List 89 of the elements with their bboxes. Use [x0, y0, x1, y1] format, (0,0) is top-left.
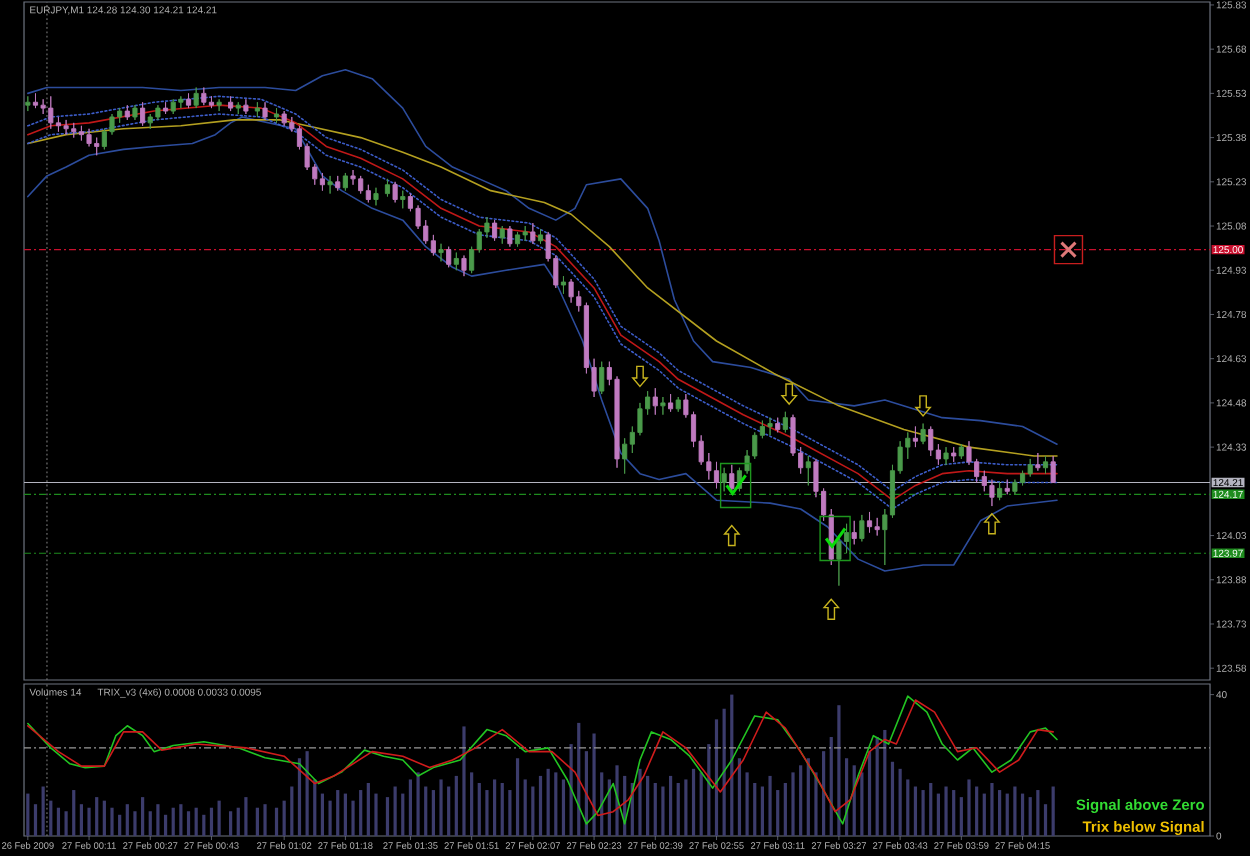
- candlestick: [805, 455, 811, 486]
- candlestick: [86, 128, 92, 147]
- candlestick: [537, 228, 544, 245]
- candlestick: [1050, 455, 1056, 483]
- candlestick: [373, 187, 379, 206]
- candlestick: [243, 98, 249, 115]
- candlestick: [178, 95, 184, 109]
- candlestick: [32, 92, 39, 109]
- candlestick: [775, 417, 781, 433]
- candlestick: [729, 464, 735, 495]
- candlestick: [461, 255, 467, 277]
- candlestick: [522, 225, 528, 242]
- candlestick: [132, 104, 138, 121]
- candlestick: [989, 479, 995, 507]
- candlestick: [438, 243, 444, 262]
- candlestick: [660, 396, 666, 416]
- candlestick: [1042, 455, 1049, 475]
- candlestick: [216, 98, 222, 112]
- candlestick: [1004, 479, 1010, 495]
- candlestick: [514, 231, 521, 248]
- candlestick: [147, 113, 153, 130]
- candlestick: [1035, 452, 1041, 472]
- candlestick: [1012, 479, 1018, 495]
- candlestick: [201, 87, 207, 106]
- candlestick: [392, 181, 398, 203]
- candlestick: [920, 423, 926, 445]
- candlestick: [492, 219, 498, 242]
- candlestick: [163, 101, 169, 115]
- candlestick: [499, 225, 505, 245]
- candlestick: [453, 252, 459, 271]
- candlestick: [859, 514, 865, 542]
- candlestick: [335, 175, 341, 192]
- candlestick: [235, 101, 241, 115]
- candlestick: [713, 461, 720, 489]
- candlestick: [254, 101, 260, 118]
- point: [1053, 234, 1084, 265]
- candlestick: [400, 190, 406, 209]
- point: [781, 383, 798, 405]
- candlestick: [48, 95, 54, 130]
- point: [823, 598, 840, 620]
- candlestick: [668, 393, 674, 413]
- candlestick: [997, 482, 1003, 501]
- candlestick: [721, 467, 727, 492]
- candlestick: [319, 172, 325, 192]
- candlestick: [350, 169, 356, 186]
- candlestick: [228, 95, 234, 112]
- candlestick: [185, 92, 192, 109]
- point: [719, 462, 752, 509]
- candlestick: [140, 101, 146, 127]
- candlestick: [193, 87, 199, 109]
- candlestick: [384, 178, 391, 197]
- candlestick: [958, 443, 964, 460]
- candlestick: [782, 411, 788, 433]
- point: [915, 395, 931, 417]
- candlestick: [71, 122, 77, 139]
- point: [723, 524, 740, 547]
- candlestick: [63, 119, 69, 136]
- candlestick: [928, 426, 934, 457]
- candlestick: [767, 417, 773, 436]
- candlestick: [851, 520, 857, 545]
- candlestick: [675, 396, 681, 413]
- candlestick: [342, 172, 348, 192]
- candlestick: [281, 110, 287, 127]
- candlestick: [951, 446, 957, 463]
- candlestick: [599, 361, 605, 395]
- candlestick: [560, 275, 567, 295]
- candlestick: [943, 446, 949, 466]
- candlestick: [568, 278, 574, 304]
- candlestick: [874, 517, 880, 536]
- candlestick: [78, 125, 84, 141]
- candlestick: [208, 95, 215, 109]
- candlestick: [530, 222, 536, 245]
- candlestick: [94, 137, 100, 156]
- candlestick: [155, 104, 161, 121]
- candlestick: [25, 95, 31, 112]
- candlestick: [652, 387, 658, 416]
- candlestick: [358, 175, 364, 195]
- candlestick: [866, 511, 873, 534]
- candlestick: [912, 426, 918, 448]
- candlestick: [170, 98, 176, 115]
- candlestick: [507, 225, 513, 248]
- candlestick: [327, 175, 333, 195]
- candlestick: [365, 184, 371, 203]
- candlestick: [124, 104, 130, 121]
- candlestick: [446, 246, 452, 268]
- candlestick: [1027, 458, 1033, 478]
- candlestick: [262, 101, 268, 121]
- point: [984, 513, 1000, 535]
- candlestick: [273, 107, 280, 124]
